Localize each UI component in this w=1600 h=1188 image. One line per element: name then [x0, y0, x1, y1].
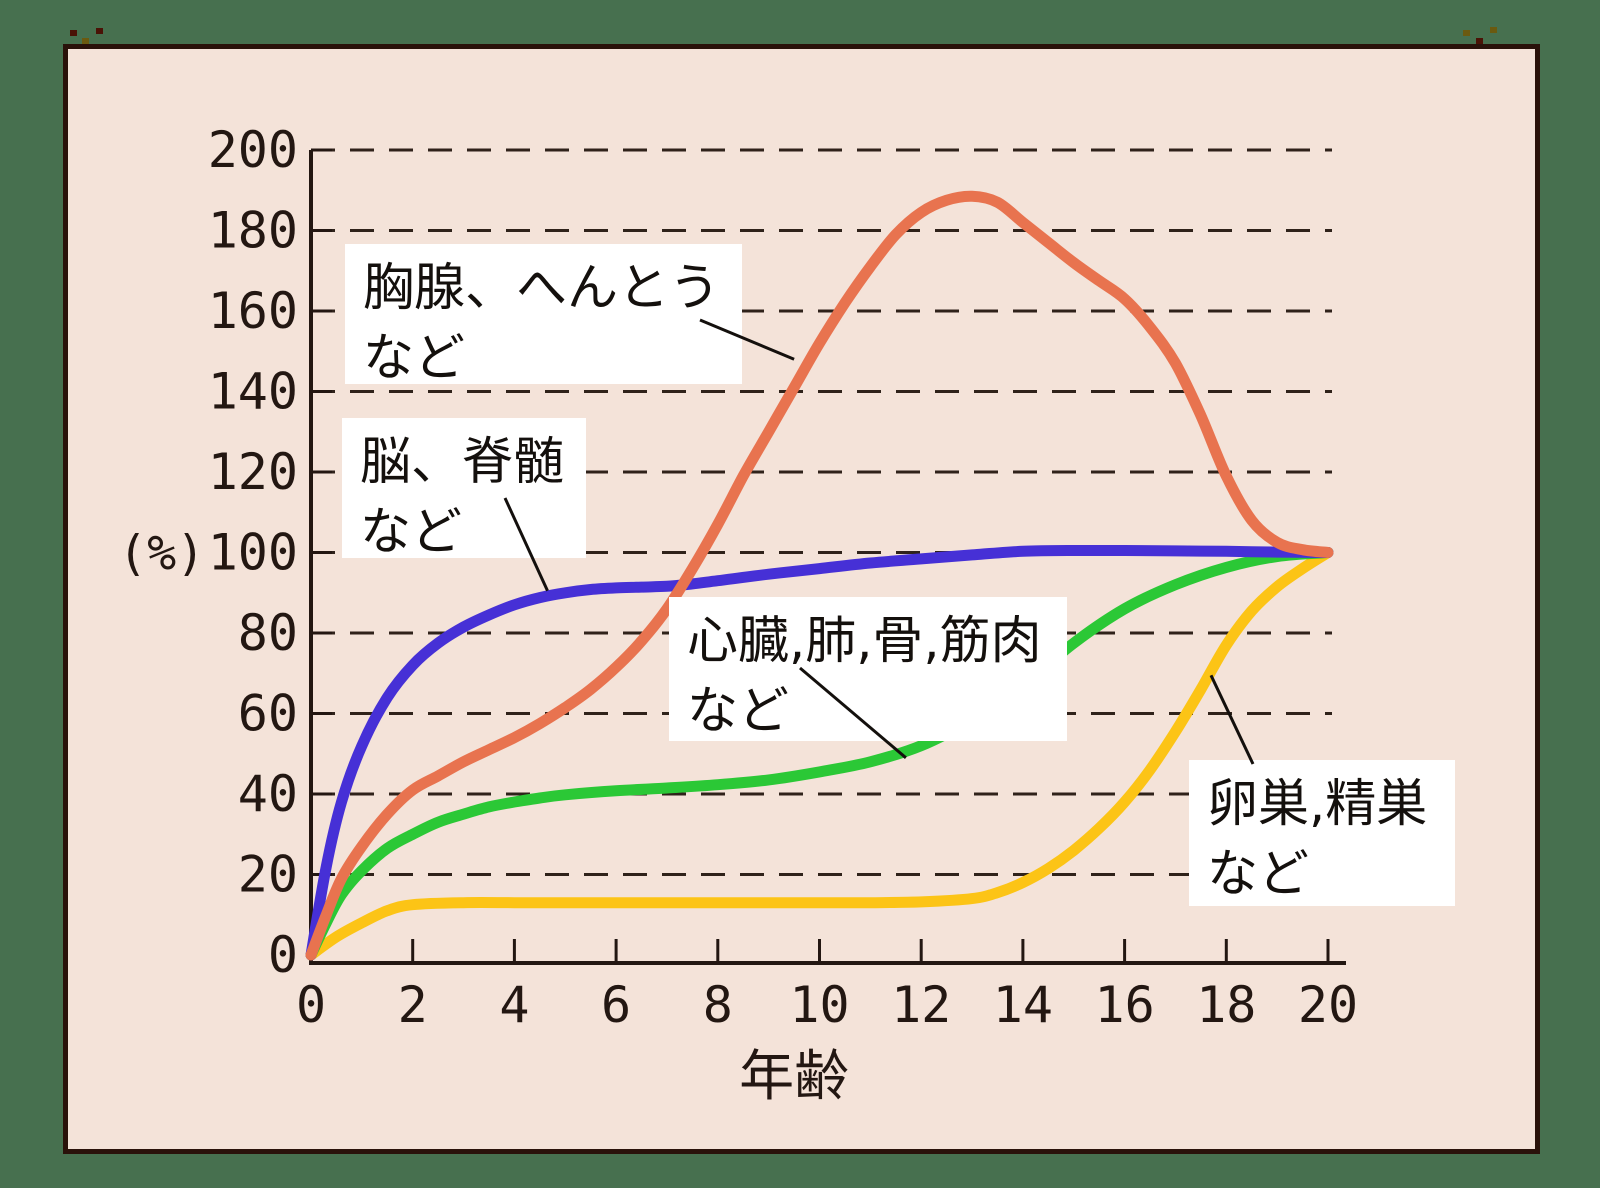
- annotation-box-neural: 脳、脊髄 など: [342, 418, 586, 562]
- annotation-text: 胸腺、へんとう: [363, 259, 721, 318]
- noise-artifact: [1463, 30, 1470, 36]
- annotation-text: など: [360, 503, 463, 563]
- annotation-text: など: [1207, 845, 1310, 905]
- noise-artifact: [1490, 27, 1497, 33]
- annotation-text: など: [363, 329, 466, 389]
- noise-artifact: [70, 30, 77, 36]
- annotation-text: 脳、脊髄: [360, 433, 565, 492]
- annotation-text: など: [687, 682, 790, 742]
- annotation-box-genital: 卵巣,精巣 など: [1189, 760, 1455, 906]
- annotation-text: 卵巣,精巣: [1207, 775, 1428, 834]
- annotation-text: 心臓,肺,骨,筋肉: [687, 612, 1042, 671]
- annotation-box-lymphoid: 胸腺、へんとう など: [345, 244, 742, 388]
- noise-artifact: [96, 28, 103, 34]
- annotation-box-general: 心臓,肺,骨,筋肉 など: [669, 597, 1067, 741]
